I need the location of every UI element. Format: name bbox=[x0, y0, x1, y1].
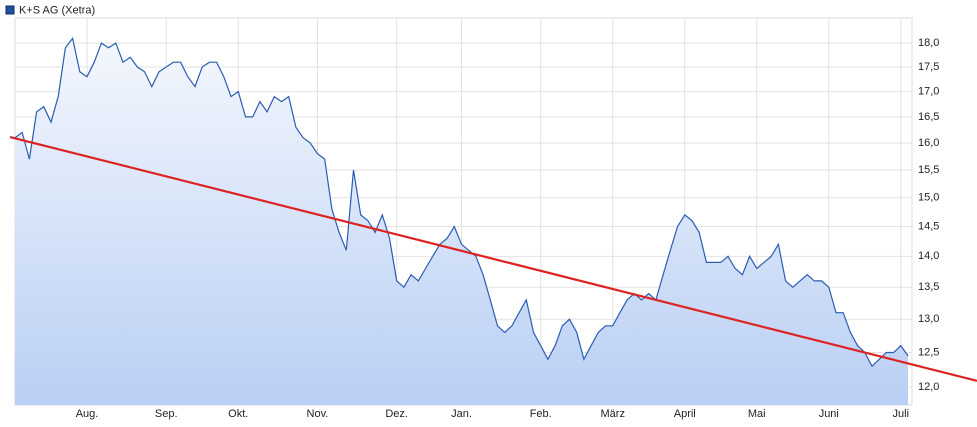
x-tick-label: Feb. bbox=[530, 408, 552, 420]
y-tick-label: 17,0 bbox=[918, 85, 939, 97]
x-tick-label: Juli bbox=[893, 408, 910, 420]
y-tick-label: 15,0 bbox=[918, 192, 939, 204]
area bbox=[15, 38, 908, 406]
x-tick-label: Juni bbox=[819, 408, 839, 420]
y-tick-label: 14,0 bbox=[918, 250, 939, 262]
y-tick-label: 12,5 bbox=[918, 346, 939, 358]
y-tick-label: 12,0 bbox=[918, 381, 939, 393]
x-tick-label: Mai bbox=[748, 408, 766, 420]
x-tick-label: Sep. bbox=[155, 408, 178, 420]
y-tick-label: 18,0 bbox=[918, 37, 939, 49]
y-tick-label: 13,5 bbox=[918, 281, 939, 293]
y-tick-label: 16,5 bbox=[918, 111, 939, 123]
y-tick-label: 17,5 bbox=[918, 61, 939, 73]
legend-swatch bbox=[5, 5, 15, 15]
y-tick-label: 15,5 bbox=[918, 164, 939, 176]
x-tick-label: Aug. bbox=[76, 408, 99, 420]
x-tick-label: Nov. bbox=[307, 408, 329, 420]
trend-line bbox=[9, 135, 977, 382]
y-tick-label: 14,5 bbox=[918, 220, 939, 232]
y-tick-label: 13,0 bbox=[918, 313, 939, 325]
x-tick-label: Okt. bbox=[228, 408, 248, 420]
x-tick-label: März bbox=[601, 408, 625, 420]
price-line bbox=[14, 37, 909, 368]
y-tick-label: 16,0 bbox=[918, 137, 939, 149]
x-tick-label: Dez. bbox=[385, 408, 408, 420]
x-tick-label: Jan. bbox=[451, 408, 472, 420]
x-tick-label: April bbox=[674, 408, 696, 420]
legend-label: K+S AG (Xetra) bbox=[19, 4, 95, 16]
